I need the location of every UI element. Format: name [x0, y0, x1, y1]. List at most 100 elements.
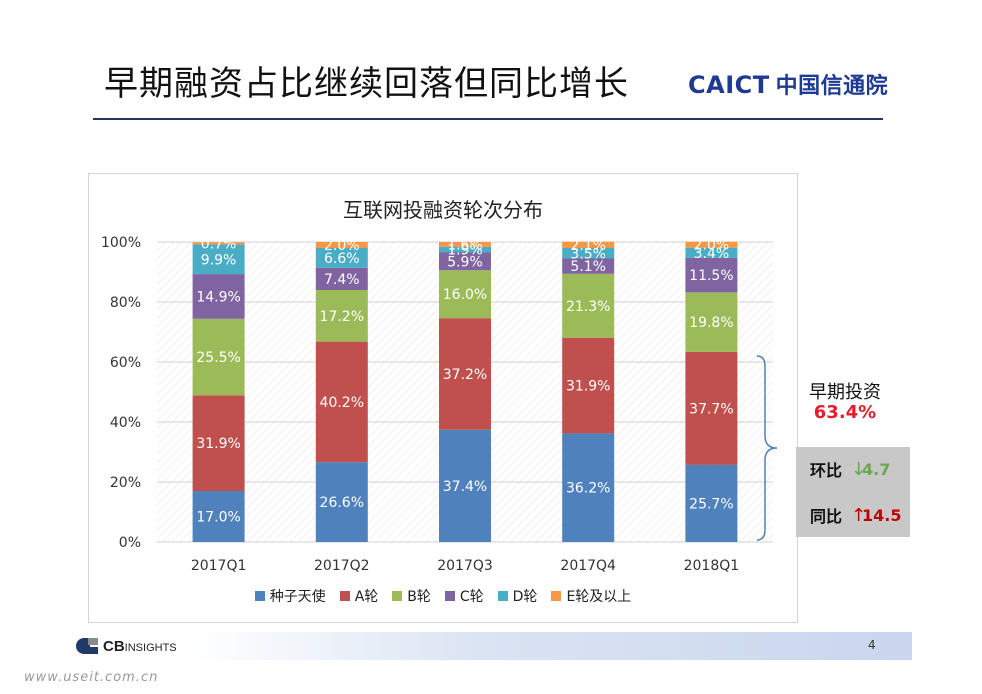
yoy-row: 同比 ↑ 14.5 [796, 495, 910, 535]
yoy-value: 14.5 [862, 505, 902, 525]
data-label: 16.0% [443, 287, 487, 303]
bar-segment [562, 273, 615, 338]
data-label: 7.4% [324, 272, 360, 288]
legend-item: D轮 [497, 586, 538, 606]
bar-segment [439, 252, 491, 271]
data-label: 19.8% [689, 315, 733, 331]
qoq-row: 环比 ↓ 4.7 [796, 449, 910, 489]
bar-segment [192, 318, 245, 396]
legend-label: E轮及以上 [566, 589, 632, 605]
chart-legend: 种子天使 A轮 B轮 C轮 D轮 E轮及以上 [89, 586, 797, 606]
legend-swatch [392, 591, 403, 601]
data-label: 37.4% [443, 479, 487, 495]
bar-segment [315, 267, 368, 290]
data-label: 11.5% [689, 268, 733, 284]
bar-segment [192, 491, 245, 542]
y-tick-label: 20% [110, 475, 141, 491]
legend-label: D轮 [512, 589, 538, 605]
data-label: 3.5% [570, 246, 606, 262]
bar-segment [315, 462, 368, 542]
bar-segment [685, 241, 738, 248]
data-label: 37.2% [443, 367, 487, 383]
bracket-icon [756, 355, 778, 541]
cb-logo-main: CB [103, 637, 125, 655]
legend-label: A轮 [354, 589, 379, 605]
bar-segment [315, 341, 368, 463]
bar-segment [685, 247, 738, 258]
y-tick-label: 80% [110, 295, 141, 311]
cb-logo-sub: INSIGHTS [124, 641, 177, 654]
caict-logo: CAICT 中国信通院 [688, 68, 888, 100]
page-number: 4 [868, 638, 876, 652]
data-label: 5.9% [447, 254, 483, 270]
y-tick-label: 40% [110, 415, 141, 431]
early-investment-label: 早期投资 [809, 382, 881, 403]
bar-segment [685, 257, 738, 293]
cb-logo-icon [76, 636, 100, 656]
bar-segment [562, 241, 615, 248]
data-label: 25.5% [196, 350, 240, 366]
data-label: 2.0% [324, 238, 360, 254]
x-tick-label: 2018Q1 [684, 558, 740, 574]
bar-segment [562, 248, 615, 259]
footer-bar [190, 632, 912, 660]
data-label: 5.1% [570, 259, 606, 275]
cb-insights-logo: CBINSIGHTS [76, 636, 177, 656]
bar-segment [192, 274, 245, 319]
data-label: 21.3% [566, 299, 610, 315]
y-tick-label: 60% [110, 355, 141, 371]
x-tick-label: 2017Q2 [314, 558, 370, 574]
slide-title: 早期融资占比继续回落但同比增长 [104, 64, 629, 104]
data-label: 25.7% [689, 496, 733, 512]
data-label: 1.9% [447, 243, 483, 259]
chart-panel: 互联网投融资轮次分布 17.0% 31.9% 25.5% 14.9% 9.9% 0.7% 2… [88, 173, 798, 623]
early-investment-value: 63.4% [813, 402, 877, 423]
bar-segment [192, 244, 245, 275]
legend-swatch [339, 591, 350, 601]
stacked-bar-chart: 17.0% 31.9% 25.5% 14.9% 9.9%0.7% 26.6% 40.2% 17… [101, 235, 773, 574]
data-label: 26.6% [320, 495, 364, 511]
x-tick-label: 2017Q3 [437, 558, 493, 574]
bar-segment [562, 337, 615, 434]
bar-segment [439, 246, 491, 253]
bar-segment [685, 292, 738, 352]
data-label: 2.1% [570, 238, 606, 254]
x-tick-label: 2017Q4 [560, 558, 616, 574]
legend-swatch [551, 591, 562, 601]
bar-segment [685, 464, 738, 542]
title-divider [93, 118, 883, 120]
legend-swatch [254, 591, 265, 601]
bar-segment [439, 429, 491, 542]
bar-segment [192, 395, 245, 491]
bar-segment [439, 242, 491, 247]
x-tick-label: 2017Q1 [191, 558, 247, 574]
comparison-box: 环比 ↓ 4.7 同比 ↑ 14.5 [796, 447, 910, 537]
legend-swatch [497, 591, 508, 601]
legend-item: 种子天使 [254, 586, 326, 606]
legend-item: A轮 [339, 586, 379, 606]
data-label: 1.6% [447, 237, 483, 253]
qoq-value: 4.7 [862, 459, 891, 479]
data-label: 37.7% [689, 401, 733, 417]
legend-label: 种子天使 [269, 589, 326, 605]
bar-segment [315, 290, 368, 342]
bar-segment [192, 242, 245, 245]
bar-segment [562, 433, 615, 542]
arrow-up-icon: ↑ [851, 504, 867, 526]
y-tick-label: 100% [101, 235, 141, 251]
data-label: 3.4% [694, 246, 730, 262]
bar-segment [315, 248, 368, 268]
yoy-label: 同比 [810, 507, 843, 526]
data-label: 9.9% [201, 252, 237, 268]
bar-segment [685, 351, 738, 465]
data-label: 36.2% [566, 481, 610, 497]
bar-segment [562, 258, 615, 274]
data-label: 17.0% [196, 510, 240, 526]
bar-segment [439, 270, 491, 319]
data-label: 2.0% [694, 238, 730, 254]
y-tick-label: 0% [119, 535, 141, 551]
data-label: 40.2% [320, 395, 364, 411]
bar-segment [439, 318, 491, 430]
legend-label: C轮 [459, 589, 484, 605]
arrow-down-icon: ↓ [851, 458, 867, 480]
